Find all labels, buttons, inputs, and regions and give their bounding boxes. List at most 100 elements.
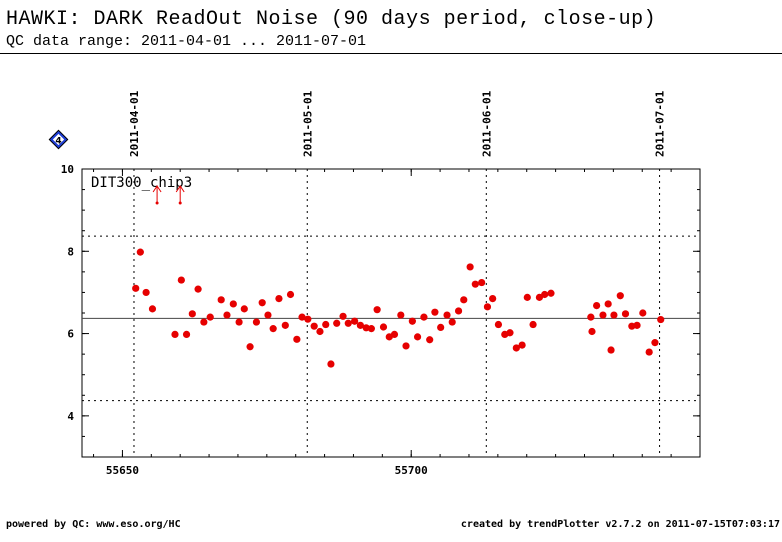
data-point <box>599 311 607 319</box>
data-point <box>431 308 439 316</box>
series-label: DIT300_chip3 <box>91 175 192 191</box>
data-point <box>489 295 497 303</box>
data-point <box>657 315 665 324</box>
data-point <box>293 335 301 343</box>
data-point <box>610 311 618 319</box>
data-point <box>639 309 647 317</box>
footer-created-by: created by trendPlotter v2.7.2 on 2011-0… <box>460 519 780 530</box>
plot-frame <box>81 168 701 458</box>
data-point <box>339 312 347 320</box>
data-point <box>264 311 272 319</box>
data-point <box>593 301 601 310</box>
outlier-dot <box>178 201 182 205</box>
data-point <box>194 285 202 293</box>
data-point <box>402 342 410 350</box>
data-point <box>142 288 150 297</box>
data-point <box>529 320 537 329</box>
data-point <box>460 296 468 304</box>
data-point <box>471 280 479 288</box>
data-point <box>437 323 445 331</box>
y-tick-label: 4 <box>67 410 74 423</box>
data-point <box>616 292 624 300</box>
data-point <box>188 310 196 318</box>
data-point <box>379 323 388 331</box>
data-point <box>523 293 531 301</box>
data-point <box>235 318 243 326</box>
outlier-arrow-head <box>175 185 185 193</box>
badge-label: 4 <box>55 137 61 147</box>
data-point <box>310 322 318 330</box>
date-label: 2011-04-01 <box>128 90 141 157</box>
data-point <box>645 348 653 356</box>
data-point <box>448 318 456 326</box>
date-label: 2011-06-01 <box>480 90 493 157</box>
data-point <box>621 310 630 318</box>
data-point <box>304 315 312 323</box>
data-point <box>356 321 364 329</box>
data-point <box>541 290 549 299</box>
data-point <box>327 360 335 368</box>
data-point <box>426 336 434 344</box>
chart-subtitle: QC data range: 2011-04-01 ... 2011-07-01 <box>6 33 367 50</box>
data-point <box>512 344 520 352</box>
data-point <box>252 318 261 326</box>
data-point <box>443 311 451 319</box>
data-point <box>286 290 295 299</box>
data-point <box>333 319 341 327</box>
data-point <box>217 296 225 304</box>
outlier-arrow-head <box>152 185 162 193</box>
data-point <box>547 289 555 297</box>
data-point <box>390 330 399 338</box>
data-point <box>397 311 405 319</box>
data-point <box>258 299 266 307</box>
data-point <box>171 330 179 338</box>
data-point <box>454 307 463 315</box>
y-tick-label: 6 <box>67 328 74 341</box>
data-point <box>322 320 330 329</box>
data-point <box>478 278 486 287</box>
header-divider <box>0 53 782 54</box>
y-tick-label: 8 <box>67 245 74 258</box>
data-point <box>136 248 144 256</box>
data-point <box>229 300 237 308</box>
data-point <box>351 317 359 325</box>
data-point <box>275 295 283 303</box>
data-point <box>298 313 306 321</box>
data-point <box>367 325 375 333</box>
data-point <box>588 327 596 336</box>
data-point <box>494 320 503 329</box>
data-point <box>420 313 428 321</box>
data-point <box>604 300 612 308</box>
x-tick-label: 55650 <box>106 464 139 477</box>
data-point <box>223 311 231 319</box>
chart-title: HAWKI: DARK ReadOut Noise (90 days perio… <box>6 8 657 31</box>
data-point <box>587 313 595 321</box>
data-point <box>148 305 157 313</box>
data-point <box>240 305 248 313</box>
data-point <box>200 318 208 326</box>
data-point <box>518 341 526 349</box>
data-point <box>373 306 381 314</box>
date-label: 2011-07-01 <box>654 90 667 157</box>
data-point <box>466 263 474 271</box>
data-point <box>182 330 191 338</box>
data-point <box>408 317 416 325</box>
data-point <box>483 303 492 311</box>
x-tick-label: 55700 <box>395 464 428 477</box>
data-point <box>246 343 254 351</box>
outlier-dot <box>155 201 159 205</box>
data-point <box>269 325 277 333</box>
footer-powered-by: powered by QC: www.eso.org/HC <box>6 519 181 530</box>
data-point <box>177 276 185 284</box>
data-point <box>413 333 422 341</box>
diamond-inner <box>52 133 65 146</box>
data-point <box>344 319 352 327</box>
data-point <box>633 321 641 329</box>
data-point <box>206 313 214 321</box>
data-point <box>607 346 615 354</box>
badge-diamond-icon[interactable]: 4 <box>48 129 69 150</box>
data-point <box>316 327 324 336</box>
y-tick-label: 10 <box>61 163 74 176</box>
data-point <box>132 284 140 292</box>
